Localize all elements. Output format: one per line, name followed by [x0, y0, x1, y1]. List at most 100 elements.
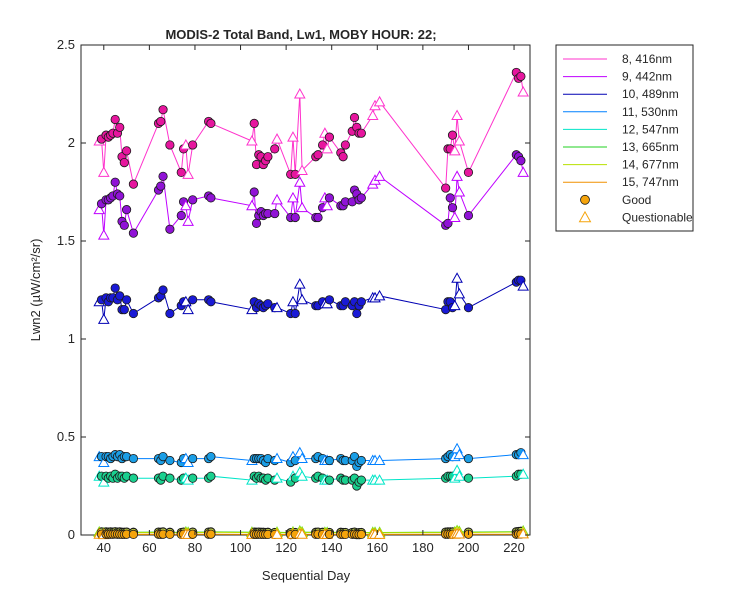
- good-point: [188, 453, 198, 464]
- good-point: [463, 210, 474, 221]
- questionable-point: [448, 211, 461, 222]
- good-point: [463, 453, 474, 464]
- axes-layer: 40 60 80 100 120 140 160 180 200 220 0 0.5 1 1.5 2 2.5: [57, 37, 530, 555]
- good-point: [206, 118, 216, 129]
- good-point: [249, 187, 259, 197]
- good-point: [516, 156, 526, 166]
- legend-label: 13, 665nm: [622, 140, 679, 154]
- good-point: [338, 152, 348, 162]
- questionable-point: [246, 135, 258, 146]
- good-point: [251, 218, 262, 228]
- good-point: [115, 122, 125, 132]
- legend-questionable-marker: [578, 210, 592, 223]
- good-point: [128, 473, 139, 483]
- questionable-point: [321, 199, 334, 211]
- y-tick-label: 0: [68, 527, 75, 542]
- legend-label: 15, 747nm: [622, 175, 679, 189]
- series-4: [93, 464, 530, 491]
- good-point: [128, 453, 139, 464]
- good-point: [128, 308, 139, 319]
- questionable-point: [453, 287, 466, 299]
- questionable-point: [453, 448, 466, 460]
- good-point: [324, 455, 335, 466]
- good-point: [290, 212, 300, 223]
- x-tick-label: 200: [458, 540, 480, 555]
- good-point: [263, 299, 273, 309]
- questionable-point: [296, 528, 308, 539]
- good-point: [352, 308, 362, 319]
- good-point: [356, 193, 366, 203]
- good-point: [356, 475, 366, 485]
- x-tick-label: 120: [275, 540, 297, 555]
- y-tick-label: 2.5: [57, 37, 75, 52]
- good-point: [270, 208, 280, 219]
- good-point: [290, 308, 300, 319]
- x-tick-label: 80: [188, 540, 202, 555]
- questionable-point: [97, 229, 110, 240]
- y-tick-label: 1: [68, 331, 75, 346]
- good-point: [188, 529, 198, 539]
- questionable-point: [373, 289, 386, 301]
- questionable-point: [246, 199, 258, 211]
- good-point: [115, 191, 125, 201]
- legend-good-marker: [580, 194, 590, 205]
- good-point: [158, 171, 168, 181]
- good-point: [165, 455, 175, 466]
- good-point: [313, 212, 323, 223]
- questionable-point: [293, 278, 306, 289]
- questionable-point: [271, 193, 283, 205]
- good-point: [445, 193, 455, 203]
- good-point: [188, 195, 198, 205]
- y-tick-label: 1.5: [57, 233, 75, 248]
- good-point: [165, 308, 175, 319]
- good-point: [340, 140, 350, 150]
- questionable-point: [296, 452, 308, 464]
- good-point: [110, 177, 120, 187]
- questionable-point: [373, 474, 386, 485]
- x-axis-label: Sequential Day: [262, 568, 351, 583]
- good-point: [463, 303, 474, 313]
- questionable-point: [97, 456, 110, 467]
- good-point: [356, 529, 366, 540]
- series-1: [93, 150, 530, 240]
- legend-label: 11, 530nm: [622, 105, 678, 119]
- good-point: [340, 297, 350, 307]
- good-point: [176, 167, 186, 177]
- good-point: [165, 529, 175, 540]
- good-point: [263, 152, 273, 162]
- questionable-point: [517, 86, 530, 97]
- legend: 8, 416nm 9, 442nm 10, 489nm 11, 530nm 12, 54…: [555, 44, 694, 232]
- questionable-point: [271, 528, 283, 539]
- legend-label: 9, 442nm: [622, 70, 672, 84]
- questionable-point: [182, 303, 194, 315]
- good-point: [447, 130, 458, 140]
- good-point: [158, 285, 168, 295]
- good-point: [349, 112, 360, 123]
- good-point: [463, 167, 474, 177]
- good-point: [324, 193, 335, 203]
- good-point: [119, 304, 129, 315]
- questionable-point: [453, 527, 466, 539]
- y-tick-label: 2: [68, 135, 75, 150]
- good-point: [270, 144, 280, 154]
- questionable-point: [296, 164, 308, 175]
- good-point: [119, 158, 129, 168]
- series-2: [93, 272, 530, 324]
- good-point: [110, 283, 120, 293]
- series-3: [93, 442, 530, 471]
- good-point: [119, 220, 129, 230]
- good-point: [121, 205, 132, 215]
- questionable-point: [293, 176, 306, 187]
- questionable-point: [293, 87, 306, 99]
- good-point: [128, 179, 139, 189]
- y-axis-label: Lwn2 (µW/cm²/sr): [28, 239, 43, 342]
- x-tick-label: 100: [230, 540, 252, 555]
- legend-box: [555, 44, 694, 232]
- legend-label: 8, 416nm: [622, 52, 672, 66]
- good-point: [158, 451, 168, 462]
- questionable-point: [182, 168, 194, 179]
- x-tick-label: 40: [97, 540, 111, 555]
- legend-label: 14, 677nm: [622, 158, 679, 172]
- good-point: [206, 193, 216, 203]
